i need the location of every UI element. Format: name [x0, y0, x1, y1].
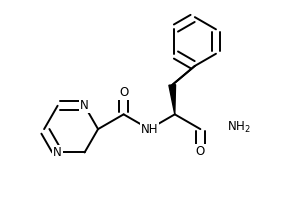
- Text: O: O: [119, 86, 128, 99]
- Polygon shape: [169, 85, 176, 114]
- Text: NH$_2$: NH$_2$: [227, 120, 251, 135]
- Text: NH: NH: [140, 123, 158, 136]
- Text: N: N: [53, 146, 62, 159]
- Text: O: O: [196, 145, 205, 158]
- Text: N: N: [80, 99, 89, 112]
